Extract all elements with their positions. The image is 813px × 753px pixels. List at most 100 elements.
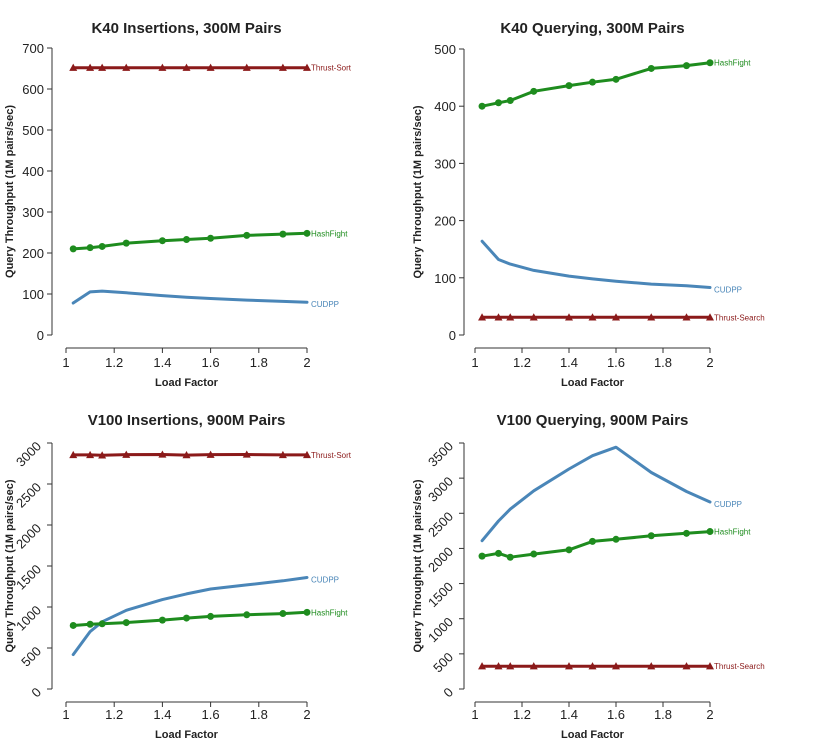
data-point [303, 229, 311, 237]
series-line [71, 453, 309, 457]
series-label: CUDPP [311, 575, 339, 584]
series-hashfight: HashFight [69, 608, 348, 629]
data-point [530, 87, 538, 95]
data-point [122, 619, 130, 627]
y-tick-label: 2000 [13, 521, 44, 552]
series-cudpp: CUDPP [480, 445, 742, 543]
y-tick-label: 500 [18, 644, 44, 670]
series-label: HashFight [311, 608, 348, 617]
data-point [683, 62, 690, 70]
series-thrust-sort: Thrust-Sort [69, 450, 352, 460]
series-label: Thrust-Sort [311, 64, 352, 73]
series-line [480, 530, 712, 559]
data-point [207, 234, 215, 242]
data-point [478, 552, 486, 560]
y-tick-label: 2500 [425, 509, 456, 540]
x-tick-label: 1 [471, 707, 478, 722]
y-tick-label: 0 [28, 685, 44, 701]
data-point [565, 546, 573, 554]
y-tick-label: 400 [22, 164, 44, 179]
x-tick-label: 1 [471, 355, 478, 370]
x-tick-label: 2 [706, 355, 713, 370]
data-point [303, 608, 311, 616]
series-cudpp: CUDPP [71, 289, 339, 309]
data-point [69, 245, 77, 253]
chart-panel-2: K40 Querying, 300M Pairs 0 100 200 300 400 500… [412, 20, 765, 389]
data-point [647, 662, 656, 670]
x-axis-label: Load Factor [155, 729, 219, 741]
data-point [158, 237, 166, 245]
data-point [495, 99, 502, 107]
y-tick-label: 1500 [13, 562, 44, 593]
data-point [706, 313, 714, 321]
y-tick-label: 500 [430, 649, 456, 675]
y-tick-label: 100 [434, 271, 456, 286]
y-tick-label: 400 [434, 99, 456, 114]
data-point [612, 662, 620, 670]
y-tick-label: 300 [22, 205, 44, 220]
data-point [682, 313, 691, 321]
x-tick-label: 1 [62, 707, 69, 722]
x-tick-label: 1.6 [202, 355, 220, 370]
data-point [69, 621, 77, 629]
x-axis-label: Load Factor [561, 377, 625, 389]
series-label: HashFight [714, 528, 751, 537]
chart-title: K40 Querying, 300M Pairs [500, 20, 684, 37]
x-tick-label: 1.2 [513, 355, 531, 370]
series-hashfight: HashFight [69, 229, 348, 253]
y-tick-label: 0 [440, 685, 456, 701]
y-tick-label: 2500 [13, 480, 44, 511]
data-point [303, 63, 311, 71]
data-point [706, 662, 714, 670]
y-tick-label: 500 [434, 42, 456, 57]
data-point [183, 235, 190, 243]
data-point [98, 63, 107, 71]
data-point [589, 537, 596, 545]
chart-title: K40 Insertions, 300M Pairs [91, 20, 281, 37]
data-point [206, 63, 215, 71]
data-point [86, 244, 94, 252]
data-point [122, 239, 130, 247]
x-tick-label: 1.8 [654, 355, 672, 370]
series-line [71, 576, 309, 657]
y-axis-label: Query Throughput (1M pairs/sec) [412, 105, 424, 278]
x-axis-label: Load Factor [155, 377, 219, 389]
x-tick-label: 1.4 [153, 707, 171, 722]
data-point [506, 553, 514, 561]
y-tick-label: 3000 [13, 439, 44, 470]
data-point [647, 532, 655, 540]
data-point [243, 611, 251, 619]
x-tick-label: 1.8 [250, 355, 268, 370]
y-tick-label: 100 [22, 287, 44, 302]
data-point [207, 612, 215, 620]
data-point [242, 450, 251, 458]
series-line [480, 445, 712, 543]
y-axis-label: Query Throughput (1M pairs/sec) [4, 479, 16, 652]
data-point [182, 451, 191, 459]
y-tick-label: 2000 [425, 544, 456, 575]
x-tick-label: 1.8 [654, 707, 672, 722]
data-point [588, 662, 597, 670]
series-label: Thrust-Search [714, 313, 765, 322]
series-line [480, 239, 712, 289]
y-tick-label: 600 [22, 82, 44, 97]
x-tick-label: 1.2 [105, 355, 123, 370]
data-point [183, 614, 190, 622]
x-tick-label: 1.4 [560, 707, 578, 722]
data-point [529, 313, 538, 321]
data-point [279, 230, 287, 238]
y-tick-label: 700 [22, 41, 44, 56]
series-hashfight: HashFight [478, 59, 751, 110]
chart-title: V100 Querying, 900M Pairs [497, 412, 689, 429]
x-tick-label: 1.4 [560, 355, 578, 370]
data-point [530, 550, 538, 558]
data-point [589, 78, 596, 86]
data-point [494, 313, 503, 321]
data-point [278, 63, 287, 71]
series-label: HashFight [714, 59, 751, 68]
series-line [480, 61, 712, 108]
data-point [647, 64, 655, 72]
data-point [506, 662, 515, 670]
x-tick-label: 1.8 [250, 707, 268, 722]
